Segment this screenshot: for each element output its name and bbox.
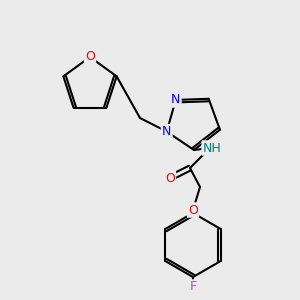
Text: N: N bbox=[171, 93, 180, 106]
Text: O: O bbox=[165, 172, 175, 184]
Text: N: N bbox=[162, 125, 171, 138]
Text: F: F bbox=[189, 280, 197, 293]
Text: O: O bbox=[85, 50, 95, 64]
Text: O: O bbox=[188, 203, 198, 217]
Text: NH: NH bbox=[202, 142, 221, 154]
